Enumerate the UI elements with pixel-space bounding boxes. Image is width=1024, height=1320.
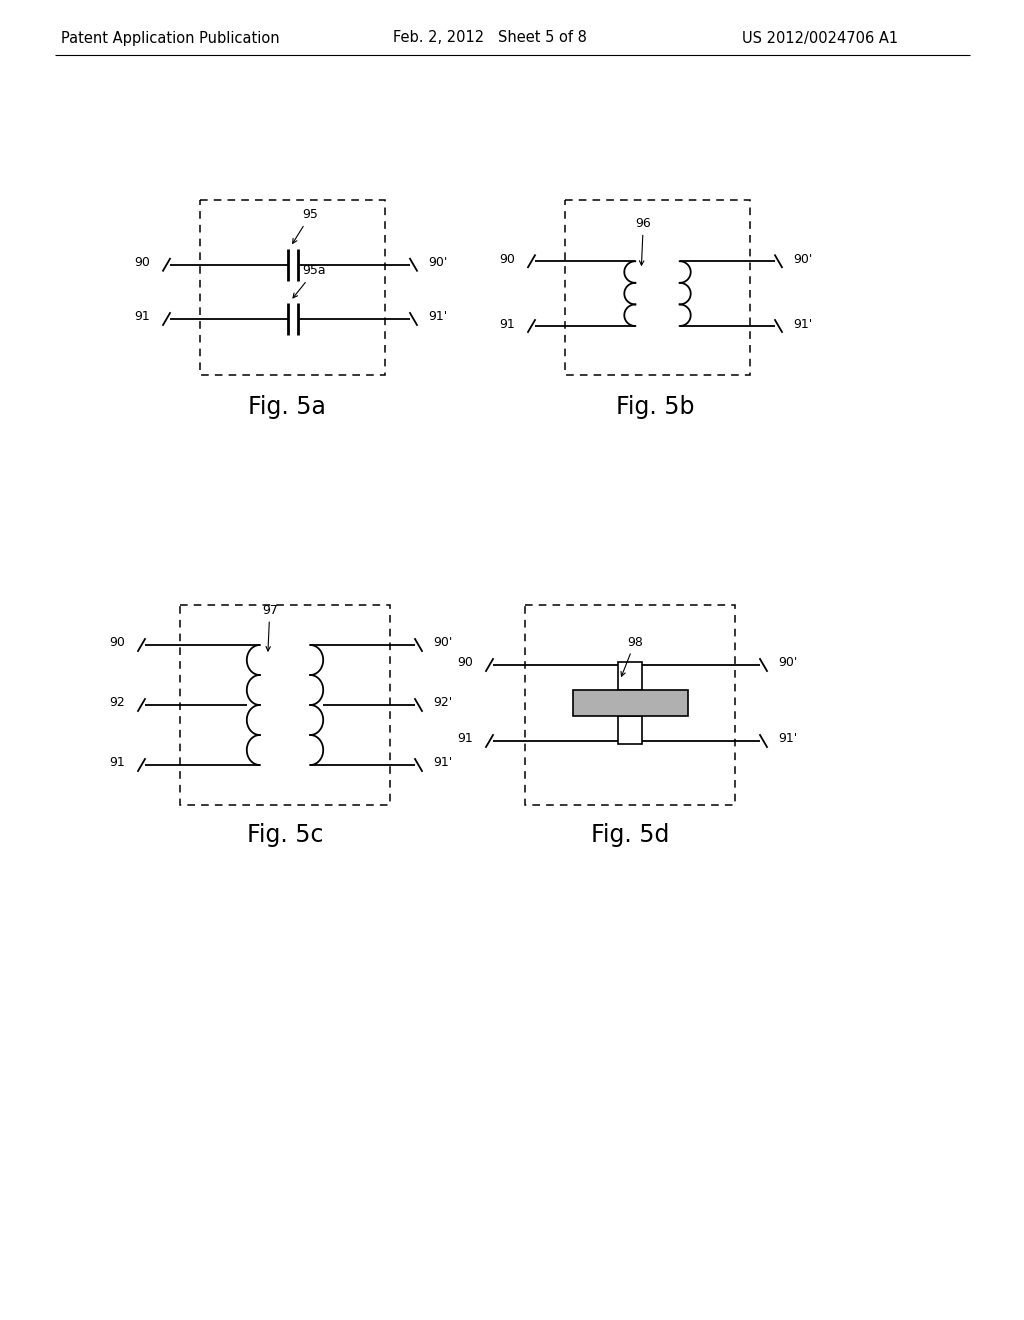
Text: 90: 90 [134,256,150,269]
Text: 97: 97 [262,603,278,651]
Text: Patent Application Publication: Patent Application Publication [60,30,280,45]
Text: 91': 91' [433,756,453,770]
Polygon shape [618,663,642,690]
Text: 95: 95 [293,209,318,243]
Text: Fig. 5b: Fig. 5b [615,395,694,418]
Polygon shape [618,715,642,744]
Text: 90': 90' [793,252,812,265]
Text: 96: 96 [636,216,651,265]
Text: 90: 90 [499,252,515,265]
Text: 90': 90' [433,636,453,649]
Polygon shape [572,690,687,715]
Text: 91': 91' [778,733,798,746]
Text: 90': 90' [428,256,447,269]
Text: 90: 90 [457,656,473,669]
Text: 91: 91 [458,733,473,746]
Text: Fig. 5d: Fig. 5d [591,822,670,847]
Text: 92: 92 [110,697,125,710]
Text: 91: 91 [500,318,515,330]
Text: 91': 91' [793,318,812,330]
Text: 90': 90' [778,656,798,669]
Text: 90: 90 [110,636,125,649]
Text: US 2012/0024706 A1: US 2012/0024706 A1 [742,30,898,45]
Text: 91: 91 [134,310,150,323]
Text: 91: 91 [110,756,125,770]
Text: Fig. 5c: Fig. 5c [247,822,324,847]
Text: 92': 92' [433,697,453,710]
Text: Feb. 2, 2012   Sheet 5 of 8: Feb. 2, 2012 Sheet 5 of 8 [393,30,587,45]
Text: 95a: 95a [293,264,327,298]
Text: 91': 91' [428,310,447,323]
Text: Fig. 5a: Fig. 5a [248,395,326,418]
Text: 98: 98 [621,635,643,676]
